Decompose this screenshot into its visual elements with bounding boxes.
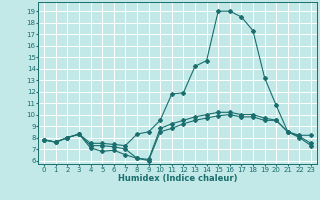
X-axis label: Humidex (Indice chaleur): Humidex (Indice chaleur) <box>118 174 237 183</box>
